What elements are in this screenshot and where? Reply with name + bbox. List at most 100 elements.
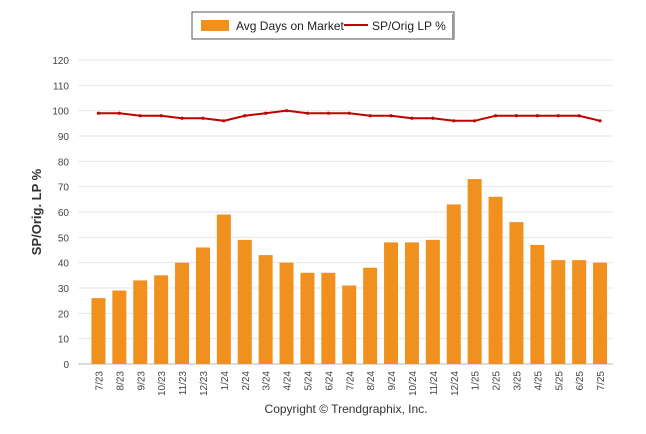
y-tick-label: 40 [58,259,70,270]
line-point-sp-orig-lp [117,111,121,115]
line-point-sp-orig-lp [347,111,351,115]
y-tick-label: 30 [58,284,70,295]
x-tick-label: 3/25 [512,371,523,391]
bar-days-on-market [237,239,252,364]
bar-days-on-market [551,260,566,364]
line-point-sp-orig-lp [96,111,101,115]
line-point-sp-orig-lp [493,114,498,118]
legend: Avg Days on Market SP/Orig LP % [191,11,455,40]
x-tick-label: 2/24 [241,371,252,391]
line-series [96,109,602,123]
x-tick-label: 11/24 [429,371,440,396]
x-tick-label: 6/25 [575,371,586,391]
y-tick-label: 70 [58,183,70,194]
bar-series [91,179,608,364]
line-point-sp-orig-lp [305,111,310,115]
x-tick-label: 4/25 [533,371,544,391]
x-tick-label: 10/23 [157,371,168,396]
x-tick-label: 5/24 [303,371,314,391]
line-point-sp-orig-lp [368,114,372,118]
x-tick-label: 8/23 [115,371,126,391]
line-point-sp-orig-lp [514,114,519,118]
line-point-sp-orig-lp [243,114,247,118]
x-tick-label: 5/25 [554,371,565,391]
line-point-sp-orig-lp [473,119,477,123]
line-point-sp-orig-lp [326,111,330,115]
bar-days-on-market [572,260,587,364]
bar-days-on-market [593,262,608,364]
bar-days-on-market [425,239,440,364]
y-tick-label: 120 [52,56,69,67]
legend-label-sp-orig-lp: SP/Orig LP % [372,19,446,33]
line-point-sp-orig-lp [556,114,560,118]
x-tick-label: 3/24 [262,371,273,391]
line-point-sp-orig-lp [452,119,456,123]
y-tick-label: 10 [58,335,70,346]
bar-days-on-market [216,214,231,364]
bar-days-on-market [530,244,545,364]
line-point-sp-orig-lp [284,109,289,113]
legend-label-days-on-market: Avg Days on Market [236,19,344,33]
line-point-sp-orig-lp [598,119,602,123]
x-tick-label: 4/24 [283,371,294,391]
y-tick-label: 80 [58,157,70,168]
gridlines [78,59,613,365]
bar-days-on-market [300,272,315,364]
bar-days-on-market [321,272,336,364]
bar-days-on-market [509,222,524,364]
line-point-sp-orig-lp [535,114,539,118]
copyright-credit: Copyright © Trendgraphix, Inc. [265,402,428,416]
x-tick-label: 1/25 [471,371,482,391]
x-tick-label: 8/24 [366,371,377,391]
x-tick-label: 6/24 [324,371,335,391]
line-point-sp-orig-lp [431,116,435,120]
x-tick-label: 12/24 [450,371,461,396]
bar-days-on-market [363,267,378,364]
bar-days-on-market [488,196,503,364]
x-tick-label: 10/24 [408,371,419,396]
line-point-sp-orig-lp [138,114,142,118]
bar-days-on-market [91,298,106,364]
y-tick-label: 0 [63,360,69,371]
x-tick-label: 7/23 [94,371,105,391]
bar-days-on-market [342,285,357,364]
bar-days-on-market [467,179,482,364]
bar-days-on-market [133,280,148,364]
x-tick-label: 2/25 [492,371,503,391]
bar-days-on-market [404,242,419,364]
y-tick-label: 90 [58,132,70,143]
line-point-sp-orig-lp [222,119,226,123]
bar-days-on-market [175,262,190,364]
bar-days-on-market [195,247,210,364]
x-tick-label: 9/24 [387,371,398,391]
x-tick-label: 11/23 [178,371,189,396]
y-tick-label: 50 [58,233,70,244]
bar-days-on-market [446,204,461,364]
line-point-sp-orig-lp [159,114,163,118]
line-point-sp-orig-lp [410,116,414,120]
bar-days-on-market [279,262,294,364]
line-point-sp-orig-lp [201,116,205,120]
y-tick-label: 100 [52,107,69,118]
line-point-sp-orig-lp [389,114,393,118]
y-axis-title: SP/Orig. LP % [29,168,44,255]
legend-box [191,11,455,40]
x-axis-ticks: 7/23 8/23 9/23 10/23 11/23 12/23 1/24 2/24 3/24 4… [94,371,607,396]
bar-days-on-market [112,290,127,364]
bar-days-on-market [258,255,273,364]
y-tick-label: 110 [53,81,69,92]
y-axis-ticks: 0 10 20 30 40 50 60 70 80 90 100 110 120 [52,56,69,371]
legend-bar-swatch [201,20,229,31]
y-tick-label: 60 [58,208,70,219]
x-tick-label: 1/24 [220,371,231,391]
bar-days-on-market [384,242,399,364]
x-tick-label: 7/25 [596,371,607,391]
line-point-sp-orig-lp [180,116,184,120]
line-point-sp-orig-lp [577,114,581,118]
line-point-sp-orig-lp [264,111,268,115]
x-tick-label: 7/24 [345,371,356,391]
bar-days-on-market [154,275,169,364]
y-tick-label: 20 [58,309,70,320]
x-tick-label: 12/23 [199,371,210,396]
